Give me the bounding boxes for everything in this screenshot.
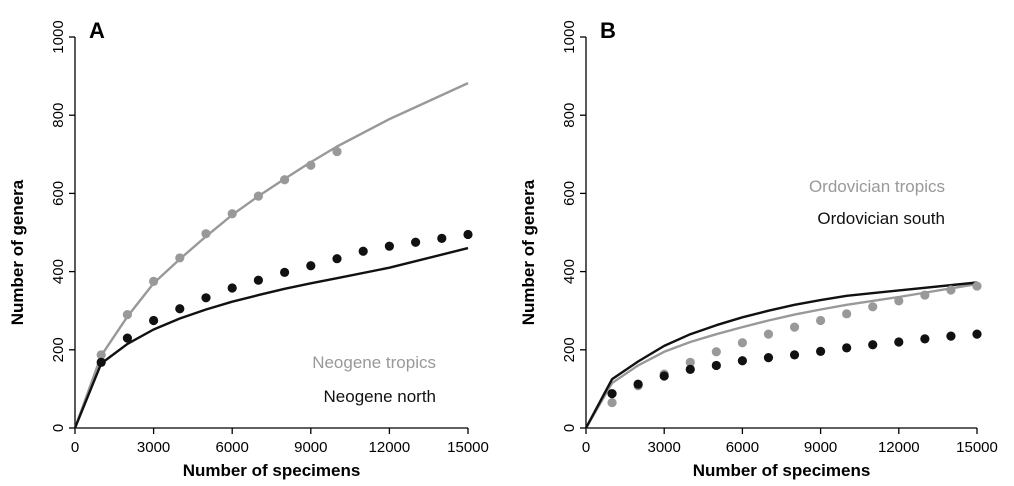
x-tick-label: 3000 <box>648 439 681 456</box>
data-point <box>685 357 695 367</box>
legend-entry: Neogene tropics <box>312 353 436 372</box>
x-tick-label: 6000 <box>726 439 759 456</box>
series-line <box>584 281 978 429</box>
data-point <box>332 146 342 157</box>
data-point <box>868 340 878 350</box>
data-point <box>789 350 800 360</box>
data-point <box>633 379 643 389</box>
data-point <box>737 338 748 348</box>
data-point <box>149 276 159 286</box>
data-point <box>789 322 800 332</box>
x-tick-label: 9000 <box>804 439 837 456</box>
y-tick-label: 400 <box>561 259 578 284</box>
series-line <box>73 82 469 429</box>
panel-label: B <box>600 18 616 43</box>
data-point <box>149 315 159 326</box>
data-point <box>253 275 263 285</box>
data-point <box>96 357 106 367</box>
data-point <box>972 329 982 339</box>
data-point <box>384 241 394 251</box>
data-point <box>201 293 211 303</box>
legend-entry: Neogene north <box>324 387 436 406</box>
data-point <box>920 290 930 300</box>
data-point <box>122 333 132 343</box>
data-point <box>437 233 447 243</box>
data-point <box>175 304 185 314</box>
data-point <box>894 296 904 306</box>
x-tick-label: 15000 <box>447 439 489 456</box>
x-axis-title: Number of specimens <box>693 461 871 480</box>
y-axis-title: Number of genera <box>8 179 27 325</box>
data-point <box>972 281 982 291</box>
chart-panel-b: 0 3000 6000 9000 12000 15000 0 200 400 600 800 1000… <box>519 18 998 480</box>
x-tick-label: 6000 <box>216 439 249 456</box>
x-axis-title: Number of specimens <box>183 461 361 480</box>
x-tick-label: 0 <box>582 439 590 456</box>
data-point <box>411 237 421 247</box>
data-point <box>463 229 473 240</box>
data-point <box>253 191 263 201</box>
data-point <box>227 283 237 293</box>
data-point <box>711 360 721 371</box>
data-point <box>946 331 956 341</box>
y-tick-label: 600 <box>561 181 578 206</box>
data-point <box>227 209 237 219</box>
y-axis-title: Number of genera <box>519 179 538 325</box>
data-point <box>280 175 290 185</box>
data-point <box>816 315 826 326</box>
data-point <box>946 285 956 295</box>
data-point <box>306 160 316 170</box>
y-tick-label: 400 <box>50 259 67 284</box>
data-point <box>737 356 748 366</box>
y-tick-label: 1000 <box>561 20 578 53</box>
x-tick-label: 12000 <box>369 439 411 456</box>
data-point <box>96 350 106 360</box>
data-point <box>920 334 930 344</box>
data-point <box>175 253 185 263</box>
y-tick-label: 1000 <box>50 20 67 53</box>
data-point <box>659 371 669 381</box>
x-tick-label: 3000 <box>137 439 170 456</box>
y-tick-label: 200 <box>50 337 67 362</box>
data-point <box>607 388 617 399</box>
data-point <box>816 346 826 356</box>
data-point <box>711 347 721 357</box>
chart-panel-a: 0 3000 6000 9000 12000 15000 0 200 400 600 800 1000… <box>8 18 489 480</box>
series-line <box>73 246 469 429</box>
y-tick-label: 800 <box>50 103 67 128</box>
data-point <box>122 310 132 320</box>
y-tick-label: 0 <box>50 424 67 432</box>
x-tick-label: 0 <box>71 439 79 456</box>
series-line <box>584 282 978 429</box>
y-tick-label: 600 <box>50 181 67 206</box>
data-point <box>842 309 852 319</box>
y-tick-label: 0 <box>561 424 578 432</box>
data-point <box>894 337 904 347</box>
data-point <box>842 343 852 353</box>
data-point <box>763 353 774 363</box>
data-point <box>607 397 617 408</box>
data-point <box>201 229 211 239</box>
data-point <box>306 261 316 271</box>
panel-label: A <box>89 18 105 43</box>
x-tick-label: 12000 <box>878 439 920 456</box>
data-point <box>685 364 695 374</box>
data-point <box>280 267 290 277</box>
data-point <box>763 329 774 339</box>
legend-entry: Ordovician tropics <box>809 177 945 196</box>
y-tick-label: 800 <box>561 103 578 128</box>
x-tick-label: 15000 <box>956 439 998 456</box>
x-tick-label: 9000 <box>294 439 327 456</box>
data-point <box>868 302 878 312</box>
y-tick-label: 200 <box>561 337 578 362</box>
legend-entry: Ordovician south <box>817 209 945 228</box>
data-point <box>358 246 368 256</box>
data-point <box>332 254 342 264</box>
